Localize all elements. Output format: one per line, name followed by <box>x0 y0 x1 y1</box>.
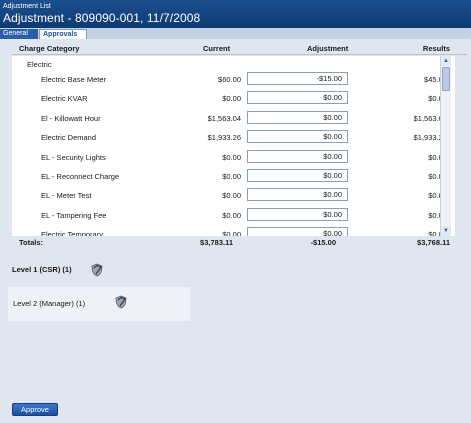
current-value: $0.00 <box>222 172 241 181</box>
totals-adjustment: -$15.00 <box>310 238 336 247</box>
current-value: $60.00 <box>218 75 241 84</box>
charge-name: El - Killowatt Hour <box>41 113 101 123</box>
adjustment-list-link[interactable]: Adjustment List <box>3 3 51 10</box>
table-row: Electric Demand $1,933.26 $0.00 $1,933.26 <box>12 128 455 147</box>
tab-general[interactable]: General✓ <box>0 29 38 47</box>
approve-button[interactable]: Approve <box>12 403 58 416</box>
totals-current: $3,783.11 <box>200 238 233 247</box>
approval-level-2-box: Level 2 (Manager) (1) <box>8 287 190 321</box>
result-value: $45.00 <box>424 75 447 84</box>
adjustment-input[interactable]: $0.00 <box>247 110 348 124</box>
charge-name: EL - Meter Test <box>41 191 92 201</box>
charges-list[interactable]: Electric Electric Base Meter $60.00 -$15.0… <box>12 56 455 236</box>
table-row: El - Killowatt Hour $1,563.04 $0.00 $1,563.… <box>12 109 455 128</box>
page-title: Adjustment - 809090-001, 11/7/2008 <box>3 11 201 25</box>
adjustment-input[interactable]: -$15.00 <box>247 72 348 85</box>
result-value: $1,933.26 <box>413 133 447 143</box>
charge-name: EL - Reconnect Charge <box>41 172 120 181</box>
result-value: $0.00 <box>428 230 447 236</box>
shield-icon[interactable] <box>90 263 104 277</box>
tab-general-label: General <box>3 30 28 37</box>
charge-name: Electric Temporary <box>41 230 103 236</box>
approval-level-2-label: Level 2 (Manager) (1) <box>13 299 86 308</box>
arrow-up-icon[interactable]: ▲ <box>441 56 451 66</box>
group-label: Electric <box>27 60 52 69</box>
table-header: Charge Category Current Adjustment Resul… <box>0 44 471 54</box>
totals-row: Totals: $3,783.11 -$15.00 $3,768.11 <box>0 238 471 248</box>
charge-name: Electric Demand <box>41 133 97 143</box>
table-row: Electric Base Meter $60.00 -$15.00 $45.00 <box>12 70 455 89</box>
tab-strip: General✓ Approvals <box>0 28 471 47</box>
shield-icon[interactable] <box>114 295 128 309</box>
col-results: Results <box>422 44 450 53</box>
adjustment-input[interactable]: $0.00 <box>247 149 348 163</box>
col-current: Current <box>203 44 231 53</box>
current-value: $0.00 <box>222 210 241 220</box>
current-value: $0.00 <box>222 152 241 162</box>
adjustment-input[interactable]: $0.00 <box>247 188 348 202</box>
header-divider <box>12 54 467 55</box>
approvals-panel: Charge Category Current Adjustment Resul… <box>0 39 471 423</box>
result-value: $0.00 <box>428 172 447 181</box>
result-value: $0.00 <box>428 210 447 220</box>
approval-level-1-label: Level 1 (CSR) (1) <box>12 265 72 274</box>
table-row: EL - Reconnect Charge $0.00 $0.00 $0.00 <box>12 167 455 186</box>
adjustment-input[interactable]: $0.00 <box>247 130 348 144</box>
result-value: $0.00 <box>428 191 447 201</box>
current-value: $1,563.04 <box>207 113 241 123</box>
table-row: Electric KVAR $0.00 $0.00 $0.00 <box>12 89 455 108</box>
charge-name: EL - Tampering Fee <box>41 210 107 220</box>
result-value: $0.00 <box>428 94 447 104</box>
adjustment-input[interactable]: $0.00 <box>247 207 348 221</box>
current-value: $0.00 <box>222 230 241 236</box>
vertical-scrollbar[interactable]: ▲ ▼ <box>440 56 451 236</box>
col-adjustment: Adjustment <box>307 44 349 53</box>
current-value: $0.00 <box>222 191 241 201</box>
adjustment-input[interactable]: $0.00 <box>247 169 348 182</box>
table-row: Electric Temporary $0.00 $0.00 $0.00 <box>12 225 455 236</box>
table-row: EL - Meter Test $0.00 $0.00 $0.00 <box>12 186 455 205</box>
tab-approvals[interactable]: Approvals <box>39 29 87 39</box>
totals-label: Totals: <box>19 238 44 247</box>
current-value: $0.00 <box>222 94 241 104</box>
charge-name: Electric KVAR <box>41 94 88 104</box>
adjustment-input[interactable]: $0.00 <box>247 91 348 105</box>
adjustment-input[interactable]: $0.00 <box>247 227 348 236</box>
table-row: EL - Tampering Fee $0.00 $0.00 $0.00 <box>12 206 455 225</box>
arrow-down-icon[interactable]: ▼ <box>441 226 451 236</box>
tab-approvals-label: Approvals <box>43 31 78 38</box>
totals-results: $3,768.11 <box>417 238 450 247</box>
current-value: $1,933.26 <box>207 133 241 143</box>
result-value: $0.00 <box>428 152 447 162</box>
window-title-bar: Adjustment List Adjustment - 809090-001,… <box>0 0 471 28</box>
result-value: $1,563.04 <box>413 113 447 123</box>
charge-name: EL - Security Lights <box>41 152 106 162</box>
charge-name: Electric Base Meter <box>41 75 107 84</box>
scroll-thumb[interactable] <box>442 67 450 91</box>
col-charge-category: Charge Category <box>19 44 80 53</box>
table-row: EL - Security Lights $0.00 $0.00 $0.00 <box>12 148 455 167</box>
